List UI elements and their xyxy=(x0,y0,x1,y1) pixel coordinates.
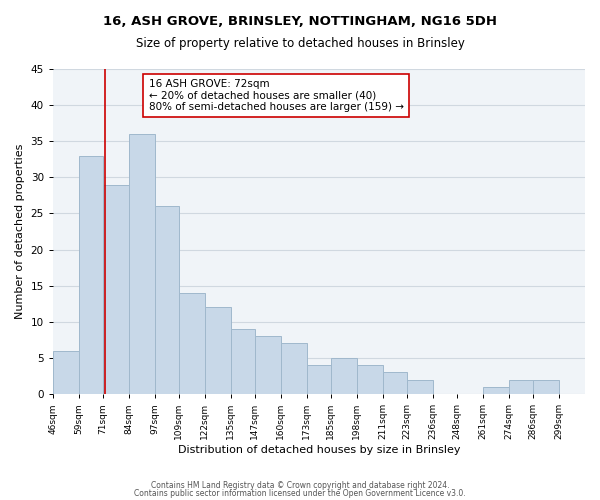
Bar xyxy=(357,365,383,394)
Bar xyxy=(103,184,129,394)
Text: Size of property relative to detached houses in Brinsley: Size of property relative to detached ho… xyxy=(136,38,464,51)
Bar xyxy=(129,134,155,394)
Bar xyxy=(79,156,103,394)
Bar xyxy=(205,308,231,394)
Bar xyxy=(533,380,559,394)
Bar xyxy=(155,206,179,394)
Y-axis label: Number of detached properties: Number of detached properties xyxy=(15,144,25,319)
Bar xyxy=(383,372,407,394)
Bar xyxy=(483,387,509,394)
Text: Contains HM Land Registry data © Crown copyright and database right 2024.: Contains HM Land Registry data © Crown c… xyxy=(151,481,449,490)
Bar xyxy=(307,365,331,394)
Text: 16, ASH GROVE, BRINSLEY, NOTTINGHAM, NG16 5DH: 16, ASH GROVE, BRINSLEY, NOTTINGHAM, NG1… xyxy=(103,15,497,28)
Bar xyxy=(179,293,205,394)
Bar xyxy=(407,380,433,394)
Bar xyxy=(231,329,255,394)
Text: 16 ASH GROVE: 72sqm
← 20% of detached houses are smaller (40)
80% of semi-detach: 16 ASH GROVE: 72sqm ← 20% of detached ho… xyxy=(149,79,404,112)
Text: Contains public sector information licensed under the Open Government Licence v3: Contains public sector information licen… xyxy=(134,488,466,498)
Bar xyxy=(281,344,307,394)
X-axis label: Distribution of detached houses by size in Brinsley: Distribution of detached houses by size … xyxy=(178,445,460,455)
Bar xyxy=(53,350,79,394)
Bar xyxy=(509,380,533,394)
Bar xyxy=(255,336,281,394)
Bar xyxy=(331,358,357,394)
